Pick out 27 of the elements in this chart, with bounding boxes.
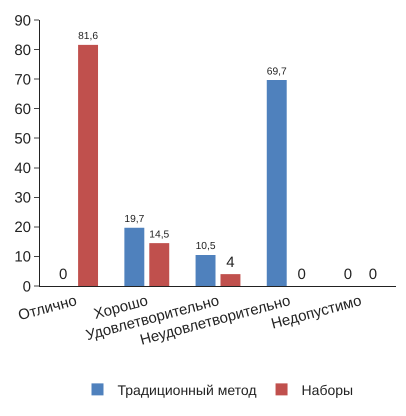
data-label: 81,6 xyxy=(78,31,98,42)
data-label: 10,5 xyxy=(196,241,216,252)
data-label: 0 xyxy=(368,266,378,283)
y-tick-label: 30 xyxy=(14,190,31,207)
bar xyxy=(78,44,98,286)
data-label: 4 xyxy=(226,254,235,272)
legend-label: Наборы xyxy=(302,382,354,398)
data-label: 14,5 xyxy=(149,229,170,240)
bar xyxy=(266,80,287,286)
data-label: 0 xyxy=(58,266,68,283)
bar xyxy=(220,274,240,286)
y-tick-label: 70 xyxy=(14,71,31,88)
bar xyxy=(124,228,144,286)
y-tick-label: 80 xyxy=(14,42,31,59)
y-tick-label: 50 xyxy=(14,130,31,148)
y-tick-label: 90 xyxy=(14,12,31,30)
y-tick-label: 40 xyxy=(14,160,31,178)
y-tick-label: 20 xyxy=(14,219,31,236)
legend-label: Традиционный метод xyxy=(118,382,257,398)
bar xyxy=(149,243,170,286)
y-tick-label: 60 xyxy=(14,100,31,118)
data-label: 0 xyxy=(297,266,306,283)
data-label: 19,7 xyxy=(124,214,145,226)
bar xyxy=(196,254,216,286)
data-label: 0 xyxy=(344,266,352,283)
data-label: 69,7 xyxy=(266,66,288,78)
y-tick-label: 10 xyxy=(14,248,31,266)
